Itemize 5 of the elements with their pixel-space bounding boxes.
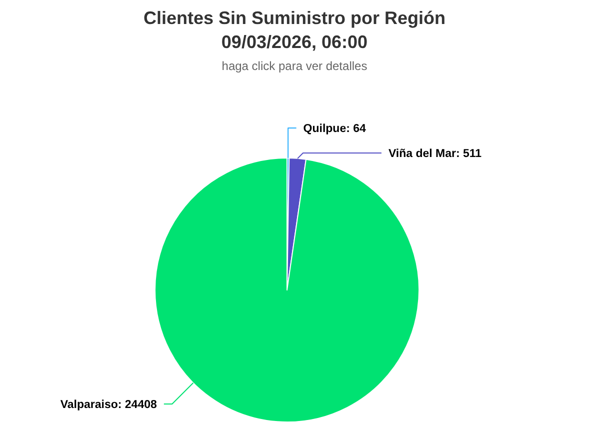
- chart-title: Clientes Sin Suministro por Región 09/03/2026, 06:00: [143, 8, 446, 52]
- data-label: Viña del Mar: 511: [388, 148, 482, 160]
- data-label: Valparaiso: 24408: [60, 399, 158, 412]
- chart-subtitle: haga click para ver detalles: [222, 59, 368, 73]
- data-label: Quilpue: 64: [303, 123, 367, 136]
